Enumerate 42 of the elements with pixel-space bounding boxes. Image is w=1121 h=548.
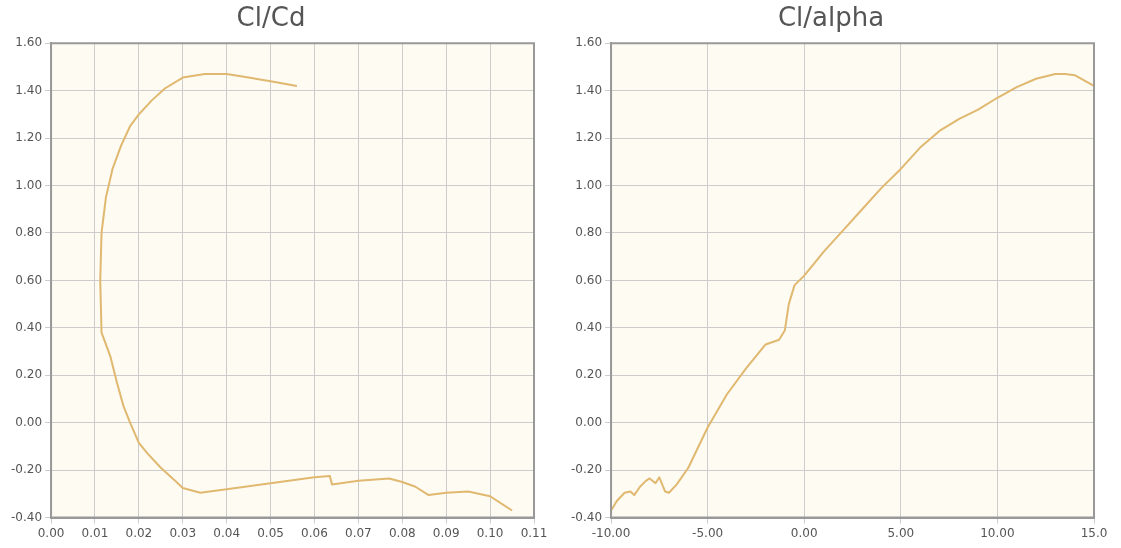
y-tick-label: 1.20 <box>15 130 43 145</box>
y-tick-label: 0.20 <box>575 367 603 382</box>
x-tick-label: 0.10 <box>476 525 504 540</box>
y-tick-label: -0.40 <box>10 509 43 524</box>
y-tick-label: 1.00 <box>15 177 43 192</box>
x-tick-label: 10.00 <box>980 525 1015 540</box>
y-tick-label: -0.20 <box>570 462 603 477</box>
y-tick-label: 1.20 <box>575 130 603 145</box>
y-tick-label: 0.00 <box>575 414 603 429</box>
y-tick-label: 0.80 <box>575 225 603 240</box>
x-tick-label: 0.02 <box>125 525 153 540</box>
x-tick-label: 5.00 <box>887 525 915 540</box>
x-tick-label: 0.09 <box>432 525 460 540</box>
y-tick-label: -0.20 <box>10 462 43 477</box>
x-tick-label: 15.0 <box>1080 525 1108 540</box>
x-tick-label: 0.06 <box>301 525 328 540</box>
y-tick-label: 1.40 <box>15 82 43 97</box>
y-tick-label: 1.60 <box>575 35 603 50</box>
y-tick-label: 0.60 <box>15 272 43 287</box>
y-tick-label: 0.40 <box>15 319 43 334</box>
x-tick-label: 0.07 <box>345 525 372 540</box>
chart-title: Cl/Cd <box>236 2 306 33</box>
y-tick-label: -0.40 <box>570 509 603 524</box>
x-tick-label: 0.04 <box>213 525 241 540</box>
x-tick-label: 0.00 <box>37 525 65 540</box>
y-tick-label: 0.00 <box>15 414 43 429</box>
chart-title: Cl/alpha <box>777 2 885 33</box>
x-tick-label: 0.08 <box>388 525 416 540</box>
x-tick-label: 0.11 <box>520 525 548 540</box>
y-tick-label: 1.40 <box>575 82 603 97</box>
y-tick-label: 0.80 <box>15 225 43 240</box>
y-tick-label: 1.00 <box>575 177 603 192</box>
y-tick-label: 0.40 <box>575 319 603 334</box>
x-tick-label: 0.05 <box>257 525 284 540</box>
x-tick-label: -10.00 <box>591 525 631 540</box>
x-tick-label: 0.00 <box>790 525 818 540</box>
x-tick-label: 0.03 <box>169 525 197 540</box>
y-tick-label: 0.60 <box>575 272 603 287</box>
y-tick-label: 1.60 <box>15 35 43 50</box>
x-tick-label: 0.01 <box>81 525 109 540</box>
y-tick-label: 0.20 <box>15 367 43 382</box>
x-tick-label: -5.00 <box>692 525 724 540</box>
